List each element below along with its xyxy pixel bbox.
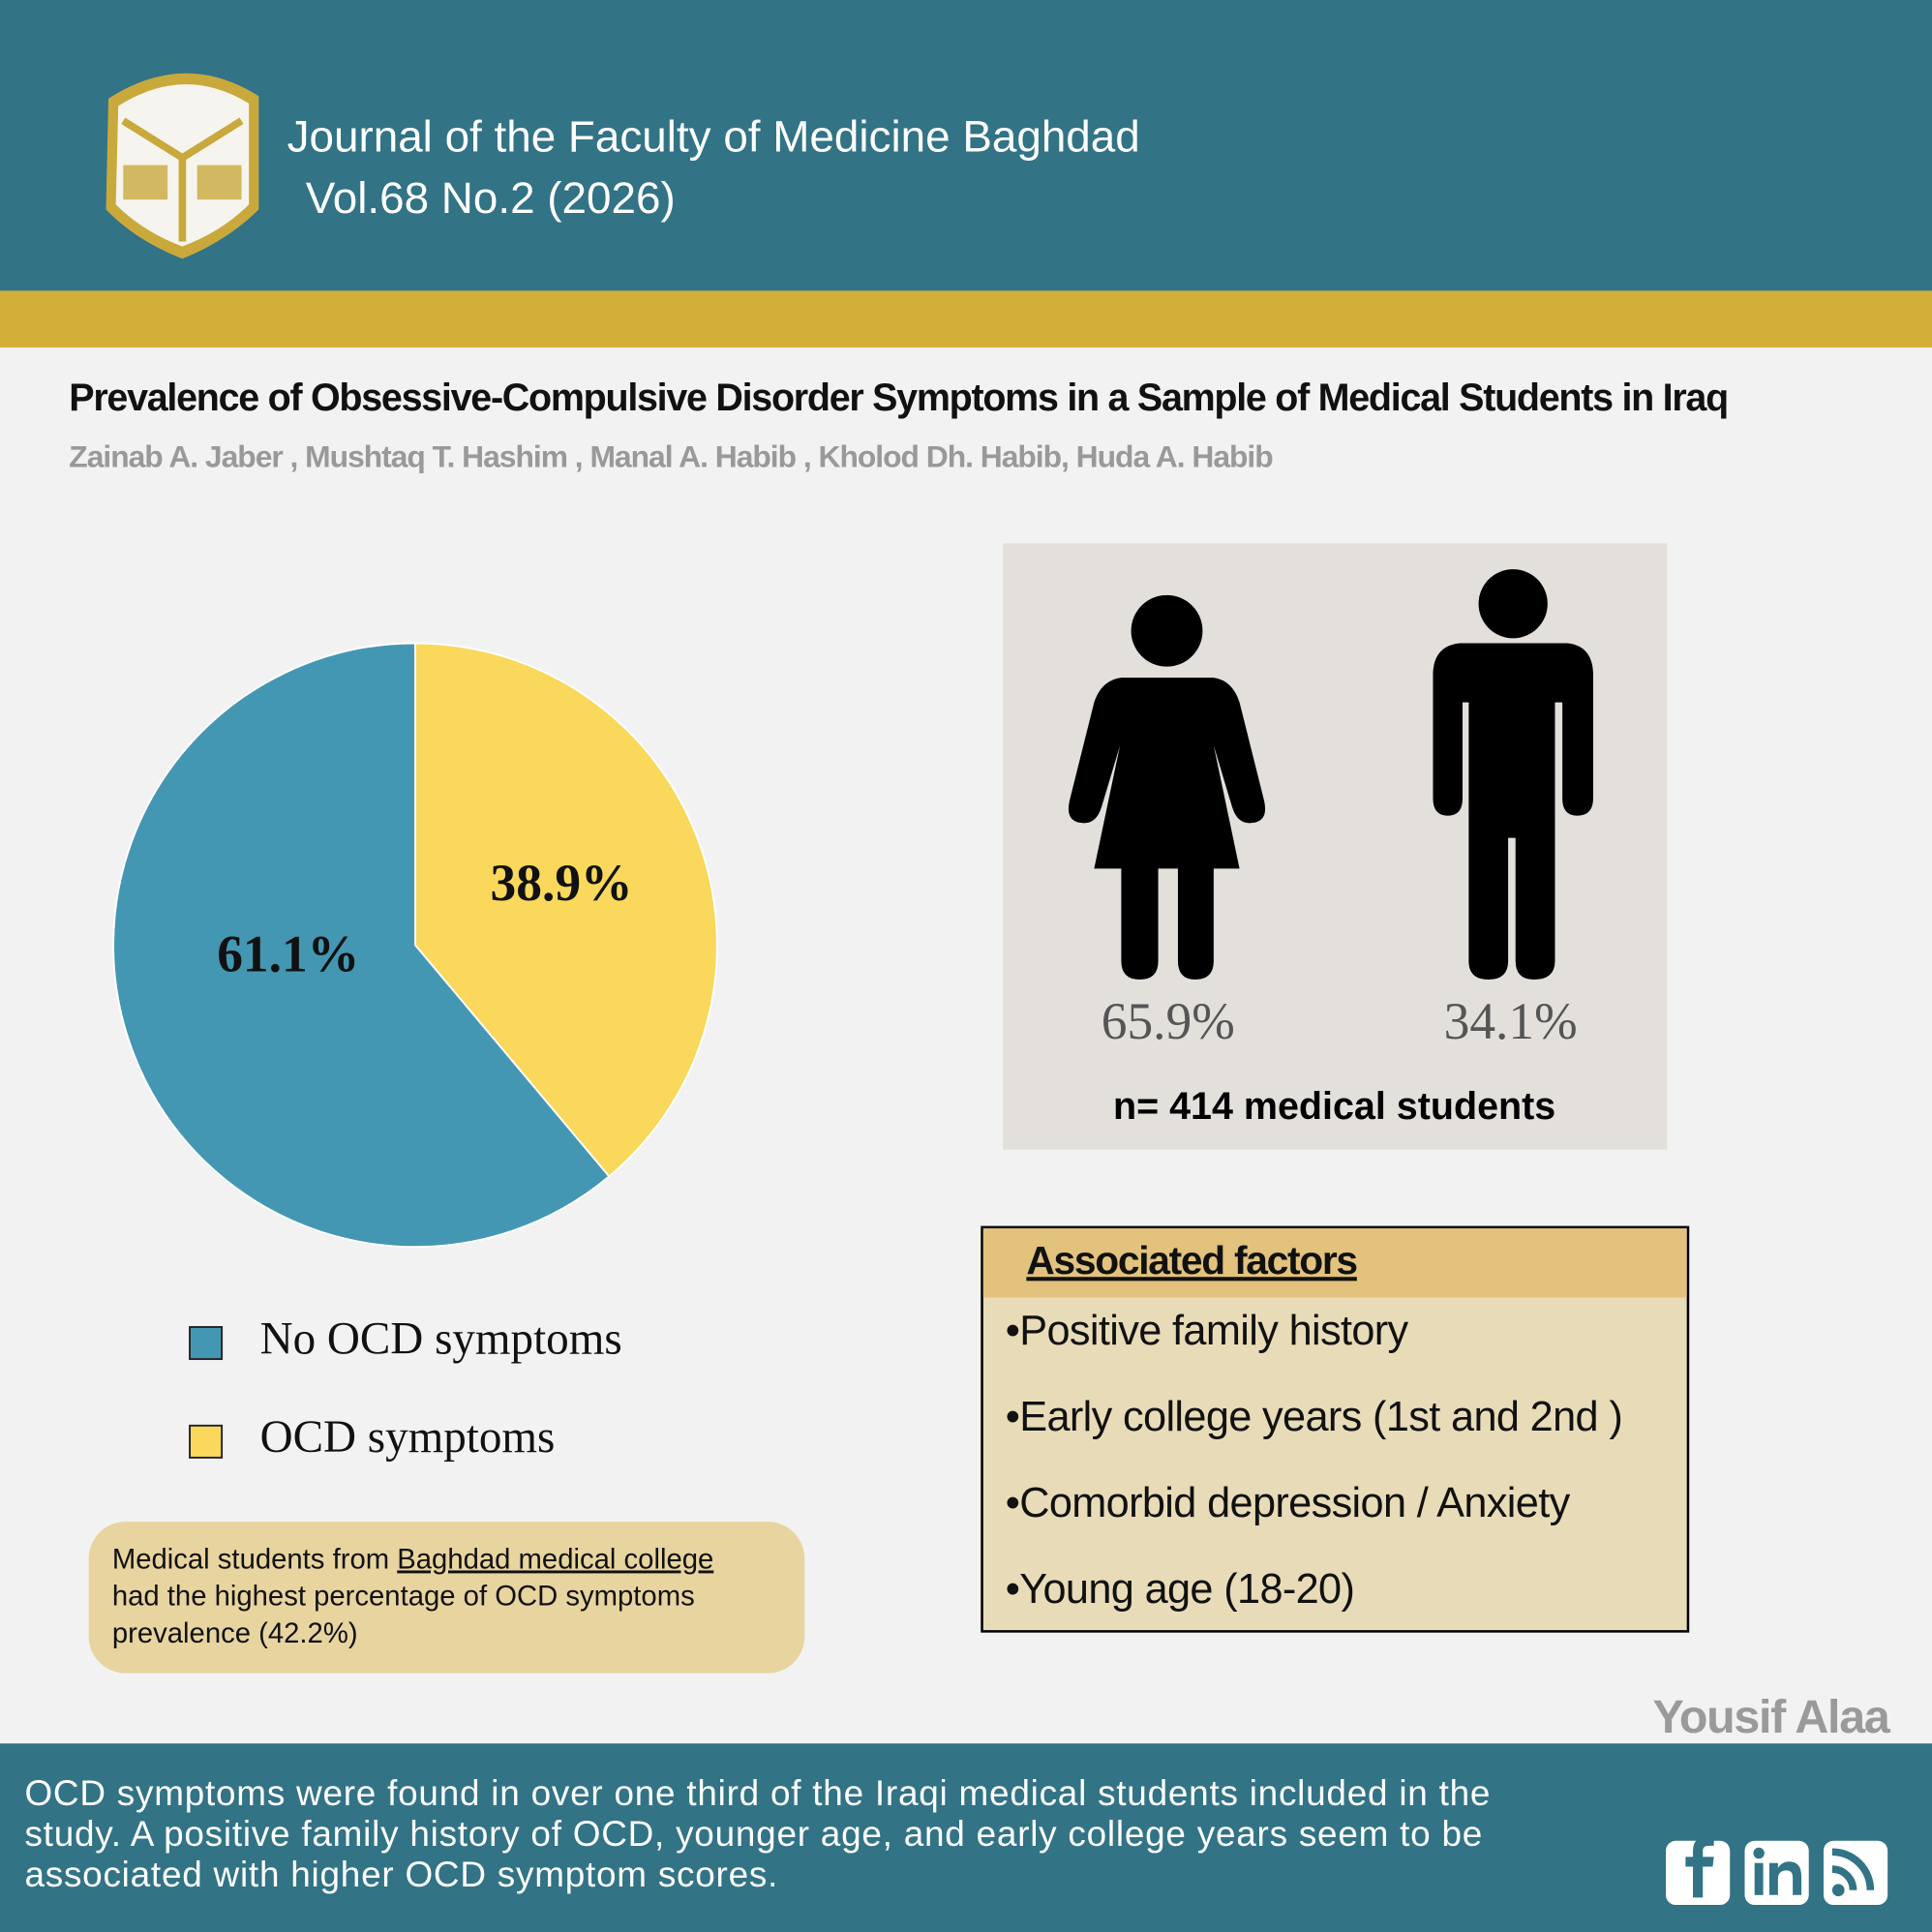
social-icons (1666, 1836, 1888, 1905)
conclusion-line: associated with higher OCD symptom score… (24, 1855, 778, 1894)
factor-item: •Early college years (1st and 2nd ) (1006, 1394, 1622, 1440)
female-share: 65.9% (1102, 992, 1235, 1050)
journal-logo (106, 73, 259, 259)
factors-title: Associated factors (1026, 1238, 1356, 1283)
note-link: Baghdad medical college (397, 1544, 713, 1575)
slice-label: 38.9% (491, 854, 633, 912)
note-line: had the highest percentage of OCD sympto… (112, 1582, 695, 1613)
pie-slice (112, 642, 611, 1249)
note-text: Medical students from (112, 1544, 389, 1575)
factors-list: •Positive family history •Early college y… (1006, 1308, 1623, 1613)
slice-label: 61.1% (217, 925, 359, 983)
header-band (0, 0, 1932, 291)
gold-band (0, 290, 1932, 347)
factors-header (982, 1228, 1687, 1298)
article-title: Prevalence of Obsessive-Compulsive Disor… (69, 377, 1728, 419)
conclusion-line: OCD symptoms were found in over one thir… (24, 1773, 1491, 1813)
note-line: Medical students from Baghdad medical co… (112, 1544, 713, 1575)
conclusion: OCD symptoms were found in over one thir… (24, 1773, 1491, 1894)
pie-chart: 38.9% 61.1% (112, 642, 718, 1249)
female-icon (1068, 594, 1266, 981)
sample-size: n= 414 medical students (1113, 1085, 1555, 1128)
legend: No OCD symptoms OCD symptoms (189, 1313, 622, 1463)
pie-slice (414, 642, 718, 1178)
factor-item: •Positive family history (1006, 1308, 1409, 1354)
credit: Yousif Alaa (1652, 1691, 1890, 1743)
journal-issue: Vol.68 No.2 (2026) (306, 173, 676, 223)
legend-label: OCD symptoms (260, 1412, 556, 1463)
journal-name: Journal of the Faculty of Medicine Baghd… (287, 112, 1140, 162)
legend-swatch (189, 1326, 224, 1361)
male-share: 34.1% (1444, 992, 1578, 1050)
authors: Zainab A. Jaber , Mushtaq T. Hashim , Ma… (69, 438, 1273, 473)
factor-item: •Comorbid depression / Anxiety (1006, 1480, 1571, 1526)
footer-band (0, 1743, 1932, 1932)
legend-label: No OCD symptoms (260, 1313, 622, 1364)
factor-item: •Young age (18-20) (1006, 1566, 1355, 1613)
conclusion-line: study. A positive family history of OCD,… (24, 1814, 1483, 1854)
legend-swatch (189, 1424, 224, 1459)
note-line: prevalence (42.2%) (112, 1618, 358, 1649)
note-box (88, 1522, 805, 1674)
male-icon (1433, 569, 1593, 981)
